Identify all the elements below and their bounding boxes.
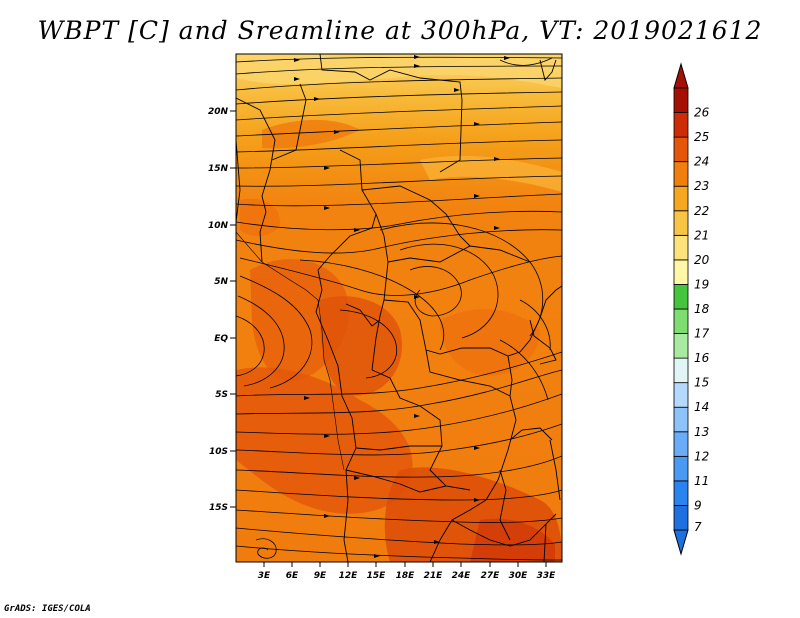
- colorbar-swatch: [673, 308, 689, 334]
- colorbar-swatch: [673, 259, 689, 285]
- colorbar-label: 7: [694, 520, 702, 534]
- lat-label-10s: 10S: [209, 447, 228, 457]
- colorbar-swatch: [673, 87, 689, 113]
- lon-label-6e: 6E: [286, 571, 299, 581]
- colorbar-swatch: [673, 505, 689, 531]
- colorbar-swatch: [673, 136, 689, 163]
- lat-label-15s: 15S: [209, 503, 228, 513]
- colorbar-swatch: [673, 210, 689, 236]
- latitude-labels: 20N 15N 10N 5N EQ 5S 10S 15S: [208, 107, 229, 513]
- map-area: [236, 54, 562, 562]
- lon-label-18e: 18E: [396, 571, 416, 581]
- lat-label-15n: 15N: [208, 164, 229, 174]
- colorbar-swatch: [673, 112, 689, 138]
- chart-title: WBPT [C] and Sreamline at 300hPa, VT: 20…: [37, 16, 763, 45]
- lon-label-21e: 21E: [424, 571, 444, 581]
- colorbar-min-triangle: [673, 529, 689, 556]
- lat-label-5s: 5S: [215, 390, 228, 400]
- colorbar-label: 11: [694, 474, 709, 488]
- lon-label-9e: 9E: [314, 571, 327, 581]
- colorbar-label: 9: [694, 498, 702, 512]
- lat-label-10n: 10N: [208, 221, 229, 231]
- colorbar-swatch: [673, 382, 689, 408]
- footer-credit: GrADS: IGES/COLA: [4, 604, 91, 614]
- lon-label-27e: 27E: [481, 571, 501, 581]
- colorbar-swatch: [673, 357, 689, 384]
- colorbar-label: 26: [694, 106, 710, 120]
- colorbar-max-triangle: [673, 62, 689, 89]
- lon-label-24e: 24E: [452, 571, 472, 581]
- colorbar-label: 24: [694, 155, 709, 169]
- colorbar-swatch: [673, 455, 689, 482]
- colorbar-label: 25: [694, 130, 709, 144]
- colorbar-label: 23: [694, 179, 709, 193]
- colorbar-label: 15: [694, 376, 709, 390]
- colorbar-label: 14: [694, 400, 709, 414]
- longitude-labels: 3E 6E 9E 12E 15E 18E 21E 24E 27E 30E 33E: [258, 571, 556, 581]
- colorbar-swatch: [673, 431, 689, 457]
- lat-label-eq: EQ: [214, 334, 228, 344]
- lon-label-12e: 12E: [339, 571, 359, 581]
- colorbar-swatch: [673, 406, 689, 433]
- colorbar-label: 18: [694, 302, 710, 316]
- colorbar: 7 9 11 12 13 14 15 16 17 18 19 20 21 22 23 24 25 26: [673, 62, 710, 556]
- colorbar-swatch: [673, 284, 689, 310]
- lat-label-20n: 20N: [208, 107, 229, 117]
- country-borders: [236, 54, 562, 562]
- colorbar-label: 16: [694, 351, 710, 365]
- colorbar-swatch: [673, 333, 689, 359]
- streamline-arrows: [294, 55, 510, 558]
- colorbar-label: 20: [694, 253, 710, 267]
- lon-label-3e: 3E: [258, 571, 271, 581]
- colorbar-label: 13: [694, 425, 709, 439]
- lon-label-30e: 30E: [509, 571, 529, 581]
- colorbar-label: 22: [694, 204, 709, 218]
- lon-label-15e: 15E: [367, 571, 387, 581]
- lon-label-33e: 33E: [537, 571, 557, 581]
- lat-label-5n: 5N: [214, 277, 228, 287]
- colorbar-swatch: [673, 234, 689, 261]
- colorbar-swatch: [673, 185, 689, 212]
- colorbar-label: 17: [694, 327, 710, 341]
- colorbar-swatch: [673, 161, 689, 187]
- colorbar-label: 21: [694, 228, 709, 242]
- map-frame: [235, 53, 563, 563]
- axis-ticks: [230, 110, 547, 567]
- colorbar-label: 19: [694, 277, 709, 291]
- streamlines: [236, 56, 562, 561]
- colorbar-label: 12: [694, 449, 709, 463]
- colorbar-swatch: [673, 480, 689, 506]
